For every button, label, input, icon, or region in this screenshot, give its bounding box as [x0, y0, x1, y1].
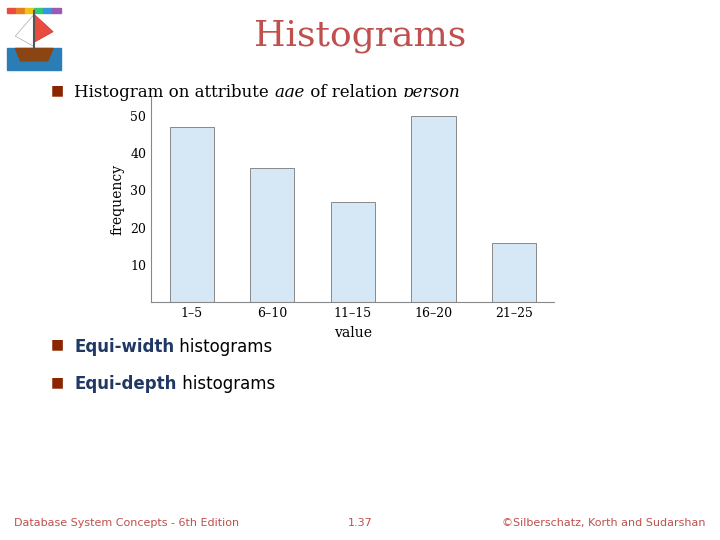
Text: ©Silberschatz, Korth and Sudarshan: ©Silberschatz, Korth and Sudarshan [502, 518, 706, 528]
Polygon shape [15, 15, 34, 46]
Text: Histogram on attribute: Histogram on attribute [74, 84, 274, 100]
Bar [7, 8, 16, 13]
Bar [34, 8, 43, 13]
Text: histograms: histograms [174, 338, 273, 355]
Text: ■: ■ [50, 84, 63, 98]
Text: of relation: of relation [305, 84, 402, 100]
X-axis label: value: value [334, 326, 372, 340]
Polygon shape [34, 15, 53, 42]
Text: Database System Concepts - 6th Edition: Database System Concepts - 6th Edition [14, 518, 240, 528]
Bar [492, 242, 536, 302]
Bar [7, 49, 61, 70]
Bar [411, 116, 456, 302]
Bar [250, 168, 294, 302]
Bar [25, 8, 34, 13]
Text: histograms: histograms [176, 375, 275, 393]
Text: Equi-width: Equi-width [74, 338, 174, 355]
Text: age: age [274, 84, 305, 100]
Bar [52, 8, 61, 13]
Bar [330, 201, 375, 302]
Text: Histograms: Histograms [254, 19, 466, 53]
Text: ■: ■ [50, 338, 63, 352]
Text: person: person [402, 84, 460, 100]
Text: ■: ■ [50, 375, 63, 389]
Polygon shape [15, 49, 53, 61]
Text: 1.37: 1.37 [348, 518, 372, 528]
Bar [16, 8, 25, 13]
Text: Equi-depth: Equi-depth [74, 375, 176, 393]
Bar [43, 8, 52, 13]
Bar [169, 127, 214, 302]
Y-axis label: frequency: frequency [111, 164, 125, 235]
